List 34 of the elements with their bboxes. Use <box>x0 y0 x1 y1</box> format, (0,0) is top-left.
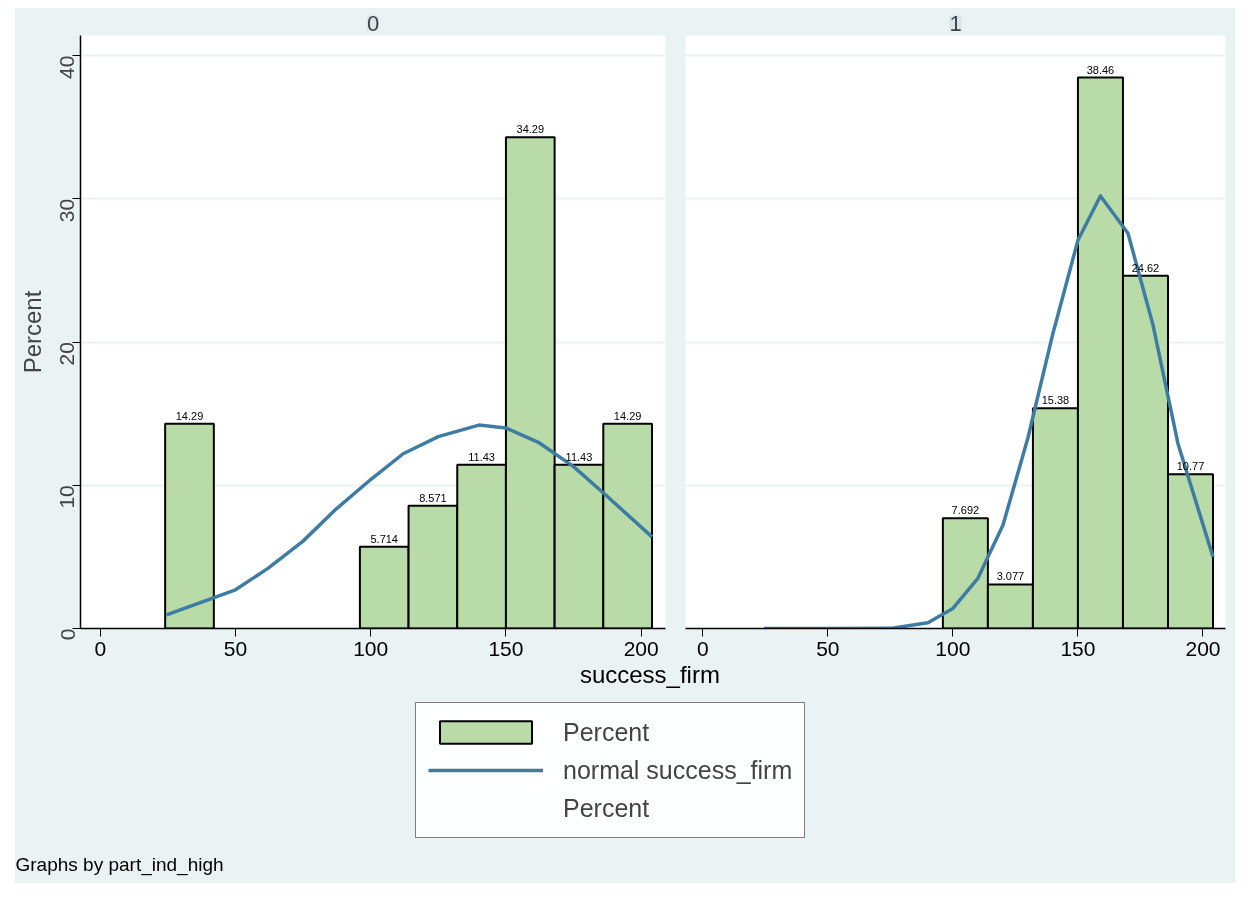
x-tick-label: 150 <box>488 636 524 660</box>
data-label: 38.46 <box>1086 63 1115 76</box>
x-tick-label: 100 <box>935 636 971 660</box>
y-axis-title: Percent <box>18 290 46 374</box>
y-tick-label: 0 <box>55 628 79 641</box>
legend-label: normal success_firm <box>563 754 793 786</box>
y-tick-label: 10 <box>55 485 79 509</box>
x-tick-label: 50 <box>816 636 840 660</box>
data-label: 3.077 <box>996 570 1025 583</box>
y-tick-label: 20 <box>55 342 79 366</box>
data-label: 5.714 <box>370 532 398 545</box>
data-label: 14.29 <box>613 409 642 422</box>
data-label: 34.29 <box>516 123 545 136</box>
legend-label: Percent <box>563 716 650 748</box>
x-tick-label: 200 <box>623 636 659 660</box>
x-tick-label: 0 <box>94 636 107 660</box>
x-tick-label: 150 <box>1060 636 1096 660</box>
x-tick-label: 200 <box>1185 636 1221 660</box>
text: Graphs by part_ind_high <box>15 853 224 876</box>
x-tick-label: 0 <box>696 636 709 660</box>
y-tick-label: 30 <box>55 198 79 223</box>
data-label: 14.29 <box>175 409 204 422</box>
chart-title: 0 <box>366 10 380 36</box>
data-label: 11.43 <box>565 450 593 463</box>
y-tick-label: 40 <box>55 55 79 79</box>
chart-title: 1 <box>949 10 962 36</box>
data-label: 15.38 <box>1041 394 1070 407</box>
data-label: 7.692 <box>951 504 980 517</box>
text: Percent <box>563 792 650 824</box>
data-label: 11.43 <box>468 450 495 463</box>
x-tick-label: 100 <box>353 636 389 660</box>
data-label: 8.571 <box>419 491 447 504</box>
x-axis-title: success_firm <box>579 660 720 688</box>
x-tick-label: 50 <box>223 636 248 660</box>
